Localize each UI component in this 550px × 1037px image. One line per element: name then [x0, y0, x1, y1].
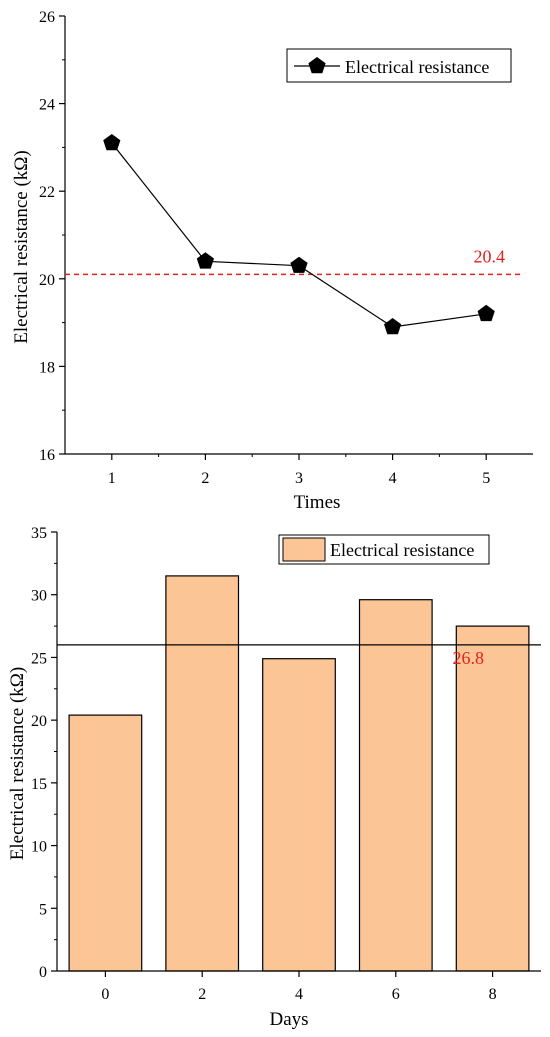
legend-swatch [282, 537, 326, 562]
y-tick-label: 15 [31, 776, 47, 793]
reference-line-label: 26.8 [453, 648, 485, 668]
x-tick-label: 2 [198, 986, 206, 1003]
y-tick-label: 30 [31, 588, 47, 605]
y-tick-label: 22 [39, 184, 55, 201]
bar [262, 658, 336, 972]
y-tick-label: 26 [39, 9, 55, 26]
x-tick-label: 4 [295, 986, 303, 1003]
y-tick-label: 16 [39, 447, 55, 464]
x-tick-label: 4 [389, 470, 397, 487]
bar [358, 599, 433, 972]
data-point [290, 256, 308, 273]
x-tick-label: 0 [101, 986, 109, 1003]
y-tick-label: 18 [39, 359, 55, 376]
x-axis-title: Days [269, 1009, 308, 1030]
y-axis-title: Electrical resistance (kΩ) [11, 150, 32, 343]
y-tick-label: 20 [31, 713, 47, 730]
x-tick-label: 5 [482, 470, 490, 487]
legend-label: Electrical resistance [330, 540, 474, 560]
x-tick-label: 2 [201, 470, 209, 487]
x-axis-title: Times [294, 492, 341, 513]
data-point [384, 318, 402, 335]
x-tick-label: 1 [108, 470, 116, 487]
series-line [111, 142, 487, 328]
y-tick-label: 35 [31, 525, 47, 542]
y-tick-label: 25 [31, 650, 47, 667]
legend-marker [308, 57, 326, 74]
y-tick-label: 5 [39, 901, 47, 918]
reference-line-label: 20.4 [474, 246, 506, 266]
bar [165, 575, 240, 972]
line-chart-panel: 16 18 20 22 24 26 1 2 3 4 5 Times Electrical resista… [11, 9, 533, 513]
y-axis-title: Electrical resistance (kΩ) [7, 667, 28, 860]
x-tick-label: 3 [295, 470, 303, 487]
y-tick-label: 0 [39, 964, 47, 981]
y-tick-label: 10 [31, 839, 47, 856]
x-tick-label: 6 [392, 986, 400, 1003]
x-tick-label: 8 [489, 986, 497, 1003]
y-tick-label: 20 [39, 272, 55, 289]
data-point [103, 134, 121, 151]
data-point [477, 304, 495, 322]
legend-label: Electrical resistance [345, 57, 489, 77]
y-tick-label: 24 [39, 97, 55, 114]
bar [68, 714, 143, 972]
bar-chart-panel: 0 5 10 15 20 25 30 35 0 2 4 6 8 Days Electrical resist… [7, 525, 541, 1030]
data-point [196, 252, 214, 269]
bar [455, 625, 530, 972]
